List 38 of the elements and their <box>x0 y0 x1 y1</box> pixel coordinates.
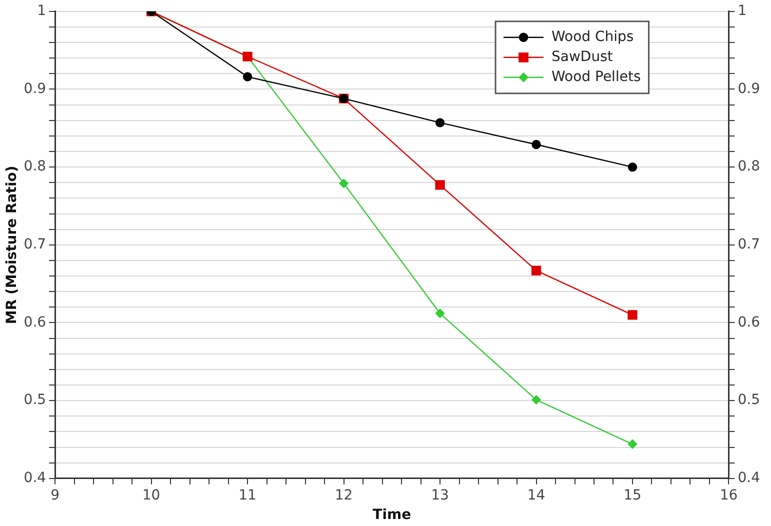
x-tick-label: 10 <box>142 487 160 504</box>
x-tick-label: 13 <box>431 487 449 504</box>
y2-tick-label: 0.8 <box>738 158 760 175</box>
y-axis-title: MR (Moisture Ratio) <box>4 166 20 324</box>
point <box>435 308 445 318</box>
x-tick-label: 12 <box>334 487 353 504</box>
y2-tick-label: 1 <box>738 3 747 20</box>
point <box>628 440 638 449</box>
point <box>628 162 638 172</box>
y-tick-label: 0.8 <box>24 158 46 175</box>
point <box>532 395 541 404</box>
point <box>435 180 445 190</box>
y2-tick-label: 0.7 <box>738 236 760 253</box>
point <box>435 118 445 128</box>
y2-tick-label: 0.4 <box>738 470 760 486</box>
x-tick-label: 14 <box>527 487 546 504</box>
legend-label: Wood Pellets <box>552 69 641 86</box>
legend-label: Wood Chips <box>552 29 634 46</box>
x-tick-label: 11 <box>238 487 256 504</box>
y-tick-label: 0.9 <box>24 80 46 97</box>
x-tick-label: 15 <box>624 487 642 504</box>
point <box>242 72 252 82</box>
legend-label: SawDust <box>552 49 614 66</box>
y-tick-label: 0.7 <box>24 236 46 253</box>
point <box>532 140 541 150</box>
y-tick-label: 1 <box>37 3 46 20</box>
y2-tick-label: 0.9 <box>738 80 760 97</box>
y-tick-label: 0.4 <box>24 470 46 486</box>
x-tick-label: 9 <box>50 487 60 504</box>
y2-tick-label: 0.6 <box>738 314 760 330</box>
y-tick-label: 0.5 <box>24 392 46 408</box>
x-axis-title: Time <box>372 507 412 524</box>
y2-tick-label: 0.5 <box>738 392 760 408</box>
point <box>339 178 348 188</box>
point <box>531 266 542 276</box>
x-tick-label: 16 <box>720 487 738 504</box>
point <box>628 310 638 320</box>
y-tick-label: 0.6 <box>24 314 46 330</box>
